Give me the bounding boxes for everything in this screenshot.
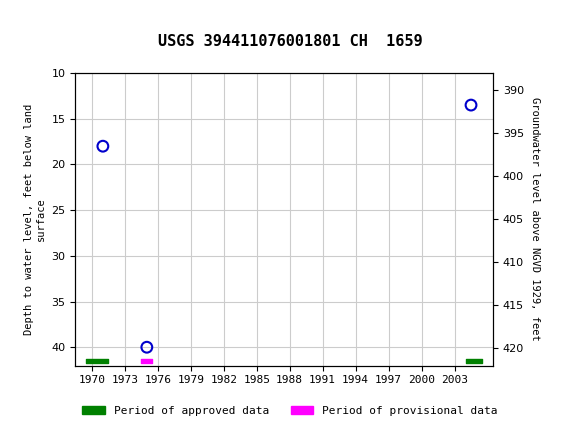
Legend: Period of approved data, Period of provisional data: Period of approved data, Period of provi…	[78, 401, 502, 420]
Text: USGS 394411076001801 CH  1659: USGS 394411076001801 CH 1659	[158, 34, 422, 49]
Point	[98, 143, 107, 150]
Point	[142, 344, 151, 351]
Y-axis label: Groundwater level above NGVD 1929, feet: Groundwater level above NGVD 1929, feet	[530, 98, 539, 341]
Text: ╳USGS: ╳USGS	[12, 13, 78, 39]
Point	[466, 101, 476, 108]
Y-axis label: Depth to water level, feet below land
surface: Depth to water level, feet below land su…	[24, 104, 46, 335]
